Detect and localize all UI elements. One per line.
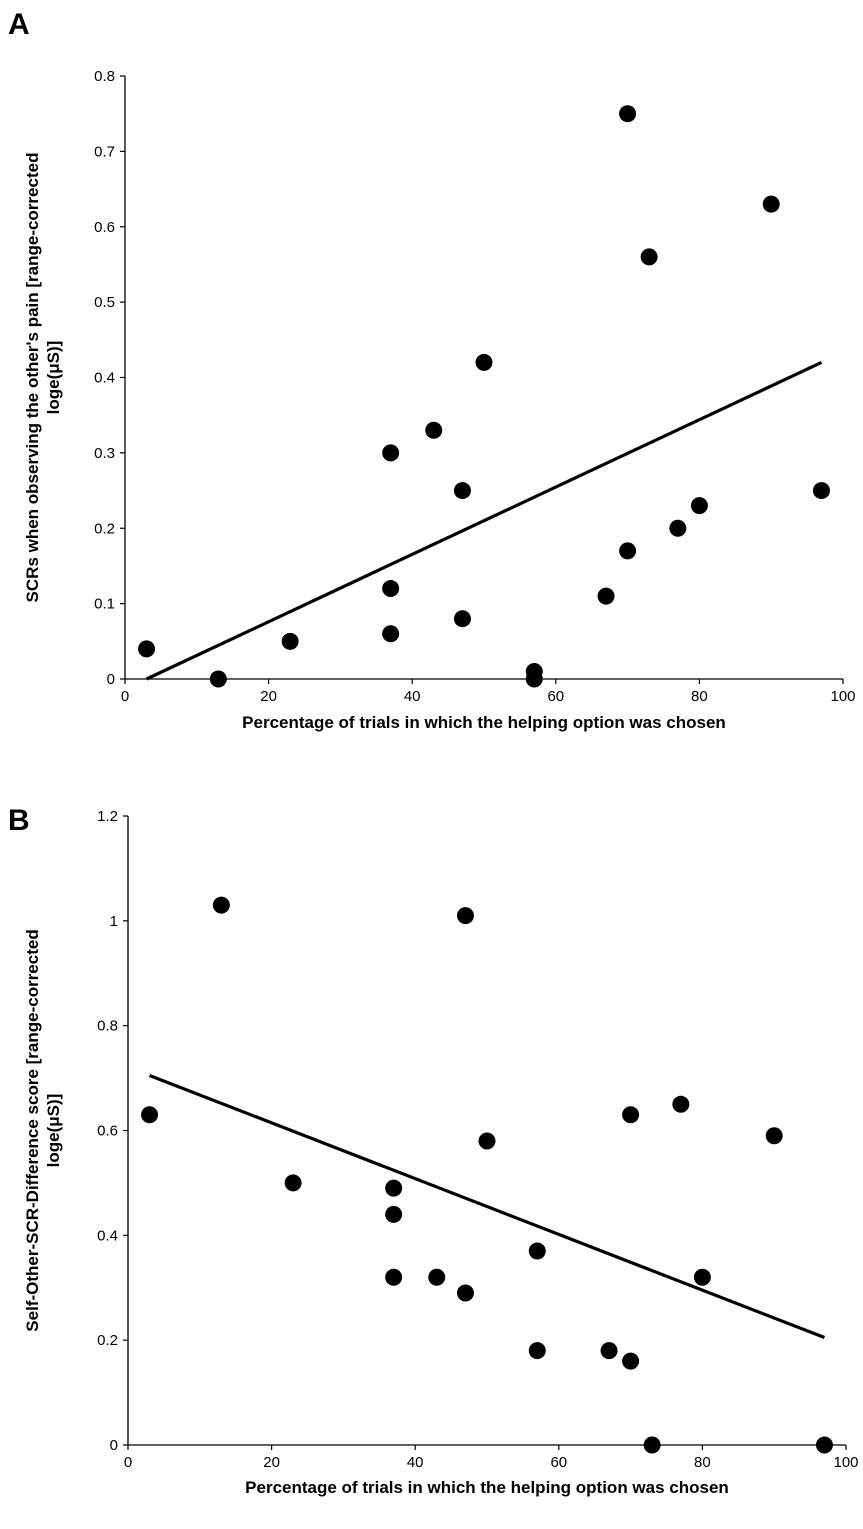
data-point	[672, 1095, 690, 1113]
y-tick-label: 0.1	[94, 596, 115, 613]
data-point	[478, 1132, 496, 1150]
data-point	[382, 625, 400, 643]
x-tick-label: 40	[407, 1454, 424, 1471]
y-tick-label: 0	[107, 671, 115, 688]
y-tick-label: 0	[110, 1437, 118, 1454]
data-point	[456, 907, 474, 925]
y-tick-label: 0.6	[94, 219, 115, 236]
x-tick-label: 100	[830, 688, 855, 705]
data-point	[425, 421, 443, 439]
y-tick-label: 1.2	[97, 808, 118, 825]
data-point	[815, 1436, 833, 1454]
data-point	[528, 1342, 546, 1360]
data-point	[385, 1205, 403, 1223]
data-point	[382, 444, 400, 462]
data-point	[428, 1268, 446, 1286]
data-point	[762, 195, 780, 213]
data-point	[453, 610, 471, 628]
data-point	[385, 1268, 403, 1286]
data-point	[382, 580, 400, 598]
y-tick-label: 0.6	[97, 1123, 118, 1140]
x-tick-label: 0	[124, 1454, 132, 1471]
y-tick-label: 0.3	[94, 445, 115, 462]
data-point	[209, 670, 227, 688]
y-tick-label: 0.8	[97, 1018, 118, 1035]
panel-label: B	[8, 804, 30, 837]
x-tick-label: 40	[404, 688, 421, 705]
x-tick-label: 0	[121, 688, 129, 705]
x-tick-label: 80	[691, 688, 708, 705]
x-axis-label: Percentage of trials in which the helpin…	[242, 713, 726, 732]
data-point	[284, 1174, 302, 1192]
data-point	[597, 587, 615, 605]
data-point	[812, 482, 830, 500]
data-point	[600, 1342, 618, 1360]
y-tick-label: 0.5	[94, 294, 115, 311]
data-point	[138, 640, 156, 658]
x-tick-label: 60	[550, 1454, 567, 1471]
data-point	[669, 519, 687, 537]
data-point	[281, 632, 299, 650]
data-point	[456, 1284, 474, 1302]
y-tick-label: 0.7	[94, 143, 115, 160]
data-point	[643, 1436, 661, 1454]
data-point	[525, 670, 543, 688]
trend-line	[145, 360, 823, 681]
y-tick-label: 0.4	[97, 1227, 118, 1244]
data-point	[619, 542, 637, 560]
data-point	[622, 1352, 640, 1370]
x-axis-label: Percentage of trials in which the helpin…	[245, 1478, 729, 1497]
y-axis-label-line: loge(μS)]	[44, 1094, 63, 1168]
y-tick-label: 1	[110, 913, 118, 930]
data-point	[619, 105, 637, 123]
y-axis-label: Self-Other-SCR-Difference score [range-c…	[23, 929, 63, 1331]
data-point	[141, 1106, 159, 1124]
x-tick-label: 20	[260, 688, 277, 705]
y-axis-label-line: SCRs when observing the other's pain [ra…	[23, 153, 42, 603]
trend-line	[148, 1073, 826, 1340]
data-point	[212, 896, 230, 914]
y-tick-label: 0.4	[94, 370, 115, 387]
data-point	[690, 497, 708, 515]
y-axis-label-line: loge(μS)]	[44, 341, 63, 415]
y-axis-label-line: Self-Other-SCR-Difference score [range-c…	[23, 929, 42, 1331]
data-point	[693, 1268, 711, 1286]
y-axis-label: SCRs when observing the other's pain [ra…	[23, 153, 63, 603]
data-point	[385, 1179, 403, 1197]
y-tick-label: 0.2	[97, 1332, 118, 1349]
y-tick-label: 0.8	[94, 68, 115, 85]
data-point	[528, 1242, 546, 1260]
x-tick-label: 20	[263, 1454, 280, 1471]
x-tick-label: 60	[547, 688, 564, 705]
data-point	[765, 1127, 783, 1145]
data-point	[475, 353, 493, 371]
data-point	[453, 482, 471, 500]
data-point	[640, 248, 658, 266]
x-tick-label: 80	[694, 1454, 711, 1471]
data-point	[622, 1106, 640, 1124]
panel-label: A	[8, 8, 30, 41]
x-tick-label: 100	[833, 1454, 858, 1471]
y-tick-label: 0.2	[94, 520, 115, 537]
